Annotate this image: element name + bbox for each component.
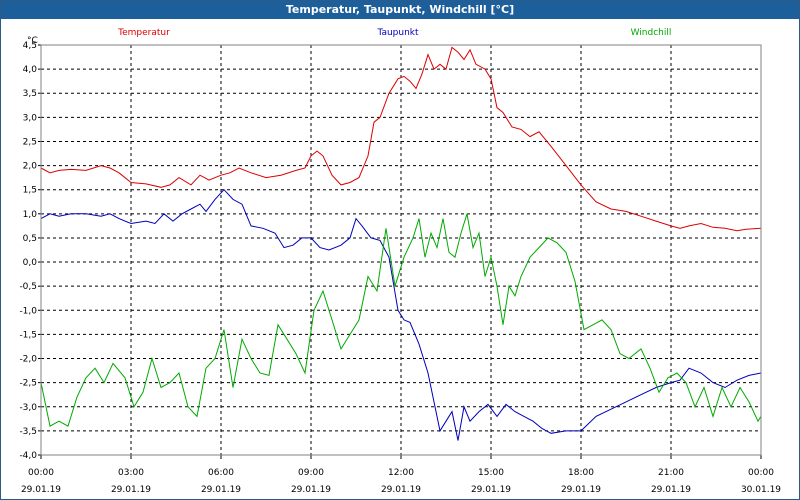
- window-title: Temperatur, Taupunkt, Windchill [°C]: [1, 1, 799, 19]
- x-axis-ticks: 00:00 29.01.19 03:00 29.01.19 06:00 29.01.19 0…: [21, 455, 781, 495]
- y-tick-label: -1,0: [19, 306, 37, 316]
- x-tick-time-label: 21:00: [658, 468, 684, 478]
- y-axis-unit-label: °C: [27, 36, 38, 46]
- x-tick-date-label: 29.01.19: [561, 485, 601, 495]
- y-tick-label: 0,0: [23, 258, 38, 268]
- x-tick-date-label: 30.01.19: [741, 485, 781, 495]
- legend-entry-temperatur: Temperatur: [117, 28, 170, 38]
- y-tick-label: -2,0: [19, 355, 37, 365]
- x-tick-date-label: 29.01.19: [291, 485, 331, 495]
- series-line-windchill: [40, 213, 762, 427]
- x-tick-date-label: 29.01.19: [111, 485, 151, 495]
- y-tick-label: 4,5: [23, 41, 37, 51]
- y-tick-label: 4,0: [23, 65, 38, 75]
- x-tick-date-label: 29.01.19: [21, 485, 61, 495]
- x-tick-date-label: 29.01.19: [651, 485, 691, 495]
- legend-entry-windchill: Windchill: [631, 28, 672, 38]
- x-tick-time-label: 15:00: [478, 468, 504, 478]
- y-tick-label: 3,0: [23, 113, 38, 123]
- x-tick-time-label: 00:00: [748, 468, 774, 478]
- x-tick-time-label: 06:00: [208, 468, 234, 478]
- y-tick-label: 2,5: [23, 137, 37, 147]
- grid-lines: [41, 45, 761, 455]
- y-tick-label: -2,5: [19, 379, 37, 389]
- y-tick-label: 1,5: [23, 186, 37, 196]
- x-tick-time-label: 09:00: [298, 468, 324, 478]
- x-tick-time-label: 00:00: [28, 468, 54, 478]
- series-line-temperatur: [40, 46, 762, 232]
- y-tick-label: 0,5: [23, 234, 37, 244]
- x-tick-date-label: 29.01.19: [201, 485, 241, 495]
- x-tick-date-label: 29.01.19: [471, 485, 511, 495]
- x-tick-time-label: 18:00: [568, 468, 594, 478]
- y-tick-label: -0,5: [19, 282, 37, 292]
- plot-frame: [40, 44, 762, 456]
- y-tick-label: -4,0: [19, 451, 37, 461]
- legend-entry-taupunkt: Taupunkt: [376, 28, 419, 38]
- y-tick-label: -3,0: [19, 403, 37, 413]
- legend: Temperatur Taupunkt Windchill: [117, 28, 671, 38]
- y-tick-label: -1,5: [19, 330, 37, 340]
- x-tick-time-label: 12:00: [388, 468, 414, 478]
- series-lines: [40, 46, 762, 441]
- line-chart: 4,5 4,0 3,5 3,0 2,5 2,0 1,5 1,0 0,5 0,0 -0,5 -1,0 -1…: [19, 28, 781, 495]
- y-axis-ticks: 4,5 4,0 3,5 3,0 2,5 2,0 1,5 1,0 0,5 0,0 -0,5 -1,0 -1…: [19, 41, 41, 461]
- x-tick-date-label: 29.01.19: [381, 485, 421, 495]
- x-tick-time-label: 03:00: [118, 468, 144, 478]
- y-tick-label: 2,0: [23, 162, 38, 172]
- y-tick-label: 1,0: [23, 210, 38, 220]
- y-tick-label: -3,5: [19, 427, 37, 437]
- series-line-taupunkt: [40, 188, 762, 441]
- y-tick-label: 3,5: [23, 89, 37, 99]
